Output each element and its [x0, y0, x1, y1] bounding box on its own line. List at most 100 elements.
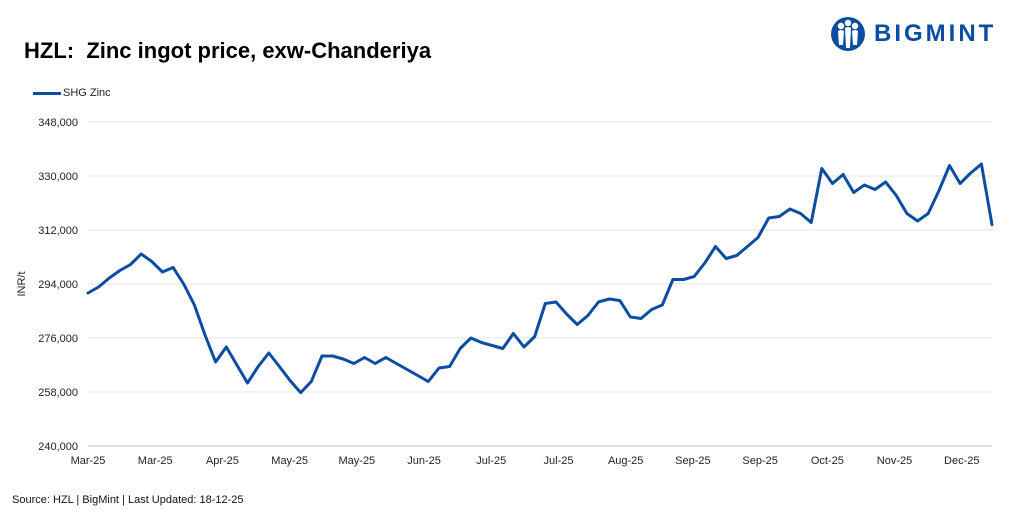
- data-point: [416, 374, 419, 377]
- data-point: [788, 207, 792, 211]
- data-point: [969, 171, 972, 175]
- x-tick-label: Jun-25: [407, 455, 441, 467]
- data-point: [629, 315, 632, 319]
- legend-swatch: [33, 91, 61, 95]
- data-point: [459, 347, 462, 350]
- data-point: [108, 276, 111, 280]
- x-tick-label: Sep-25: [742, 455, 777, 467]
- data-point: [544, 302, 547, 305]
- data-point: [405, 368, 409, 371]
- y-tick-label: 348,000: [38, 117, 78, 129]
- data-point: [810, 221, 813, 224]
- series-line: [86, 162, 994, 395]
- bigmint-logo-icon: [831, 17, 865, 51]
- data-point: [490, 344, 494, 347]
- data-point: [597, 300, 600, 304]
- data-point: [586, 314, 590, 317]
- data-point: [288, 379, 292, 382]
- data-point: [841, 173, 845, 176]
- x-tick-label: Jul-25: [543, 455, 573, 467]
- x-tick-label: May-25: [271, 455, 308, 467]
- x-tick-label: Dec-25: [944, 455, 979, 467]
- data-point: [363, 356, 366, 359]
- data-point: [225, 345, 228, 349]
- x-tick-label: Nov-25: [877, 455, 912, 467]
- data-point: [352, 362, 356, 365]
- data-point: [916, 219, 919, 223]
- data-point: [171, 266, 175, 269]
- data-point: [193, 303, 196, 307]
- legend: SHG Zinc: [33, 87, 111, 99]
- x-tick-label: Jul-25: [476, 455, 506, 467]
- data-point: [884, 180, 887, 184]
- data-point: [331, 354, 334, 358]
- x-tick-label: Mar-25: [71, 455, 106, 467]
- data-point: [214, 360, 217, 364]
- data-point: [203, 333, 207, 337]
- data-point: [767, 216, 770, 220]
- chart-title: HZL: Zinc ingot price, exw-Chanderiya: [24, 38, 432, 63]
- y-tick-label: 312,000: [38, 225, 78, 237]
- data-point: [278, 365, 281, 368]
- data-point: [863, 183, 866, 187]
- data-point: [427, 380, 430, 383]
- data-point: [554, 300, 558, 304]
- data-point: [756, 236, 760, 239]
- data-point: [384, 356, 387, 359]
- data-point: [246, 381, 249, 385]
- data-point: [724, 257, 728, 260]
- y-tick-label: 294,000: [38, 279, 78, 291]
- data-point: [118, 269, 122, 272]
- data-point: [150, 260, 154, 263]
- data-point: [161, 270, 164, 274]
- x-tick-label: May-25: [339, 455, 376, 467]
- data-point: [448, 365, 451, 368]
- x-tick-label: Sep-25: [675, 455, 710, 467]
- data-point: [820, 167, 824, 170]
- x-tick-label: Oct-25: [811, 455, 844, 467]
- data-point: [139, 252, 143, 256]
- y-tick-label: 258,000: [38, 387, 78, 399]
- data-point: [905, 212, 909, 215]
- data-point: [799, 212, 802, 215]
- y-tick-label: 240,000: [38, 441, 78, 453]
- data-point: [618, 299, 621, 302]
- data-point: [395, 362, 398, 365]
- data-point: [639, 317, 643, 320]
- data-point: [256, 365, 260, 368]
- legend-label: SHG Zinc: [63, 87, 111, 99]
- data-point: [831, 182, 834, 185]
- data-point: [990, 223, 994, 226]
- data-point: [576, 323, 579, 326]
- data-point: [480, 341, 483, 344]
- data-point: [693, 275, 696, 278]
- data-point: [310, 380, 313, 383]
- data-point: [852, 191, 855, 194]
- data-point: [980, 162, 983, 166]
- data-point: [948, 164, 951, 167]
- data-point: [958, 182, 962, 185]
- data-point: [469, 336, 473, 340]
- data-point: [182, 282, 185, 286]
- data-point: [299, 391, 302, 394]
- logo-text: BIGMINT: [874, 20, 997, 47]
- x-tick-label: Mar-25: [138, 455, 173, 467]
- y-axis-title: INR/t: [16, 271, 28, 296]
- x-tick-label: Aug-25: [608, 455, 643, 467]
- y-tick-label: 330,000: [38, 171, 78, 183]
- data-point: [650, 308, 653, 311]
- data-point: [512, 332, 515, 335]
- x-tick-label: Apr-25: [206, 455, 239, 467]
- data-point: [235, 363, 239, 367]
- data-point: [129, 263, 132, 266]
- data-point: [522, 345, 526, 349]
- data-point: [778, 215, 781, 218]
- brand-logo: BIGMINT: [830, 14, 996, 54]
- data-point: [661, 303, 664, 307]
- source-note: Source: HZL | BigMint | Last Updated: 18…: [12, 494, 244, 506]
- data-point: [373, 362, 377, 365]
- data-point: [937, 189, 941, 193]
- data-point: [682, 278, 685, 281]
- data-point: [533, 335, 536, 338]
